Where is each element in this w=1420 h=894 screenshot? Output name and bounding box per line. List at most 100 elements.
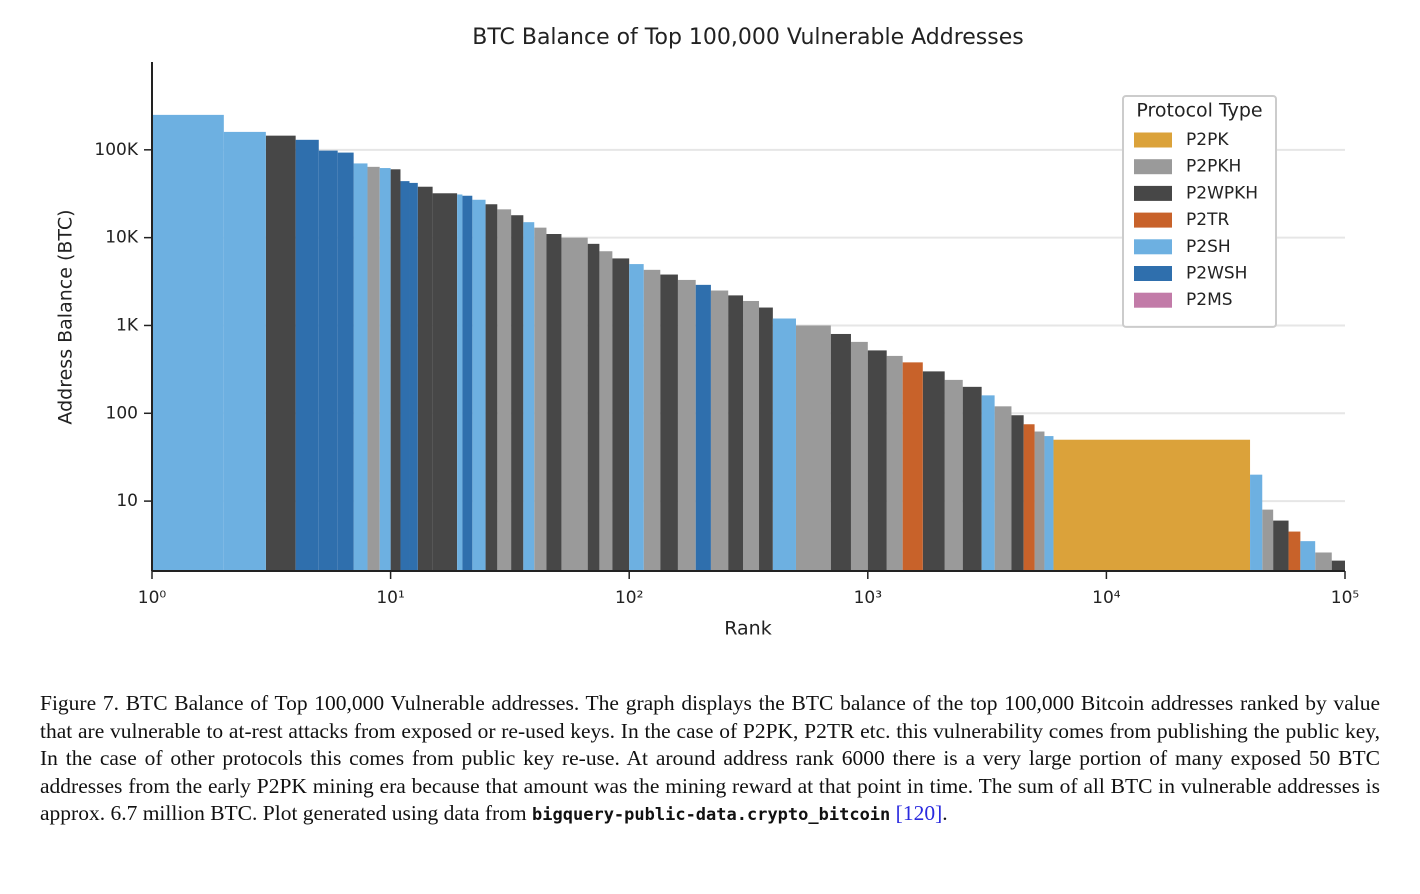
bar xyxy=(850,341,868,571)
y-tick-label: 100K xyxy=(94,140,138,160)
bar xyxy=(337,152,354,571)
bar xyxy=(867,350,887,571)
caption-label: Figure 7. xyxy=(40,691,119,715)
bar xyxy=(830,333,851,571)
bar xyxy=(643,269,661,571)
legend-label: P2PK xyxy=(1186,130,1229,150)
x-tick-label: 10³ xyxy=(854,588,882,608)
x-tick-label: 10⁵ xyxy=(1331,588,1359,608)
y-tick-label: 10 xyxy=(116,491,138,511)
x-tick-label: 10⁴ xyxy=(1092,588,1121,608)
bar xyxy=(265,135,296,571)
legend-label: P2WPKH xyxy=(1186,183,1258,203)
x-tick-label: 10² xyxy=(615,588,643,608)
legend-swatch xyxy=(1134,132,1172,148)
bar xyxy=(612,258,630,571)
legend-swatch xyxy=(1134,159,1172,175)
legend-label: P2PKH xyxy=(1186,157,1241,177)
bar xyxy=(886,355,903,571)
bar xyxy=(472,199,486,571)
caption: Figure 7. BTC Balance of Top 100,000 Vul… xyxy=(40,690,1380,830)
y-tick-label: 1K xyxy=(116,315,139,335)
chart: BTC Balance of Top 100,000 Vulnerable Ad… xyxy=(55,25,1360,640)
legend-swatch xyxy=(1134,266,1172,281)
bar xyxy=(223,131,266,571)
bar xyxy=(511,215,524,571)
bar xyxy=(417,186,433,571)
bar xyxy=(432,193,458,571)
y-tick-label: 100 xyxy=(106,403,138,423)
bars xyxy=(152,114,1345,572)
bar xyxy=(695,284,711,571)
caption-end: . xyxy=(942,801,948,825)
bar xyxy=(1262,509,1274,571)
bar xyxy=(981,395,995,571)
legend-label: P2WSH xyxy=(1186,264,1247,284)
x-axis-label: Rank xyxy=(724,618,771,640)
bar xyxy=(523,222,535,571)
legend-swatch xyxy=(1134,239,1172,255)
bar xyxy=(485,204,498,572)
legend-swatch xyxy=(1134,185,1172,201)
bar xyxy=(922,371,945,571)
y-tick-label: 10K xyxy=(105,228,139,248)
bar xyxy=(599,251,613,571)
bar xyxy=(1011,415,1024,571)
bar xyxy=(546,234,562,571)
legend-label: P2SH xyxy=(1186,237,1231,257)
legend-label: P2MS xyxy=(1186,290,1233,310)
bar xyxy=(462,195,473,572)
legend-title: Protocol Type xyxy=(1136,100,1262,122)
bar xyxy=(497,209,512,571)
bar xyxy=(1044,436,1054,571)
bar xyxy=(318,150,338,571)
chart-title: BTC Balance of Top 100,000 Vulnerable Ad… xyxy=(472,25,1023,50)
bar xyxy=(1034,431,1045,571)
caption-code: bigquery-public-data.crypto_bitcoin xyxy=(532,805,891,825)
bar xyxy=(902,362,923,571)
bar xyxy=(795,325,831,571)
bar xyxy=(660,274,678,571)
bar xyxy=(367,166,380,571)
bar xyxy=(994,406,1012,571)
legend-swatch xyxy=(1134,292,1172,308)
bar xyxy=(152,114,224,572)
x-tick-label: 10¹ xyxy=(376,588,404,608)
bar xyxy=(353,163,368,571)
bar xyxy=(534,227,547,572)
bar xyxy=(1315,552,1332,571)
bar xyxy=(944,379,963,571)
bar xyxy=(1273,520,1289,571)
bar xyxy=(295,139,319,571)
bar xyxy=(743,300,760,571)
bar xyxy=(1331,560,1345,571)
caption-text: BTC Balance of Top 100,000 Vulnerable ad… xyxy=(40,691,1380,825)
legend-label: P2TR xyxy=(1186,210,1229,230)
legend-swatch xyxy=(1134,212,1172,228)
bar xyxy=(1053,439,1251,571)
bar xyxy=(759,307,773,571)
citation[interactable]: [120] xyxy=(895,801,943,825)
bar xyxy=(962,386,982,571)
bar xyxy=(1250,474,1263,571)
bar xyxy=(629,264,644,571)
bar xyxy=(400,181,410,571)
bar xyxy=(728,295,744,571)
bar xyxy=(390,169,401,571)
bar xyxy=(1023,424,1035,571)
legend: Protocol Type P2PK P2PKH P2WPKH P2TR P2SH P2WS… xyxy=(1122,95,1277,328)
bar xyxy=(561,237,588,571)
y-axis-label: Address Balance (BTC) xyxy=(55,209,77,424)
bar xyxy=(409,182,418,571)
axes: 10 100 1K 10K 100K 10⁰ 10¹ 10² 10³ 10⁴ 10⁵ xyxy=(94,62,1359,608)
bar xyxy=(457,194,463,572)
bar xyxy=(379,168,391,571)
bar xyxy=(1288,531,1301,571)
bar xyxy=(772,318,796,571)
bar xyxy=(710,290,729,571)
bar xyxy=(677,279,696,571)
x-tick-label: 10⁰ xyxy=(138,588,167,608)
bar xyxy=(1300,541,1316,571)
bar xyxy=(587,243,600,571)
